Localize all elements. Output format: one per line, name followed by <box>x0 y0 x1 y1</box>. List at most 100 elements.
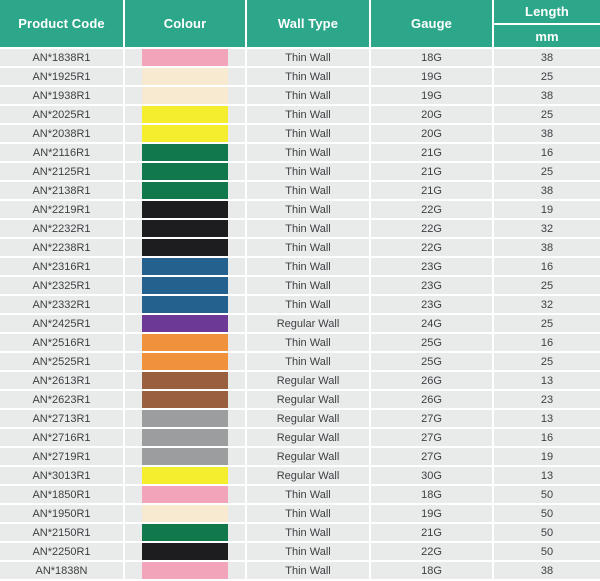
colour-swatch <box>142 277 228 294</box>
table-header-row: Product Code Colour Wall Type Gauge Leng… <box>0 0 600 47</box>
table-row: AN*2623R1 Regular Wall 26G 23 <box>0 391 600 408</box>
length-cell: 16 <box>494 334 600 351</box>
table-row: AN*2325R1 Thin Wall 23G 25 <box>0 277 600 294</box>
colour-cell <box>125 106 245 123</box>
gauge-cell: 21G <box>371 144 492 161</box>
colour-swatch <box>142 391 228 408</box>
product-code-cell: AN*2613R1 <box>0 372 123 389</box>
colour-cell <box>125 353 245 370</box>
wall-type-cell: Thin Wall <box>247 353 369 370</box>
table-row: AN*2125R1 Thin Wall 21G 25 <box>0 163 600 180</box>
header-product-code: Product Code <box>0 0 123 47</box>
length-cell: 13 <box>494 467 600 484</box>
length-cell: 13 <box>494 410 600 427</box>
length-cell: 16 <box>494 429 600 446</box>
wall-type-cell: Thin Wall <box>247 296 369 313</box>
length-cell: 19 <box>494 448 600 465</box>
wall-type-cell: Thin Wall <box>247 562 369 579</box>
product-code-cell: AN*1925R1 <box>0 68 123 85</box>
gauge-cell: 18G <box>371 486 492 503</box>
wall-type-cell: Thin Wall <box>247 49 369 66</box>
length-cell: 19 <box>494 201 600 218</box>
wall-type-cell: Thin Wall <box>247 201 369 218</box>
product-code-cell: AN*2238R1 <box>0 239 123 256</box>
gauge-cell: 20G <box>371 106 492 123</box>
colour-swatch <box>142 201 228 218</box>
gauge-cell: 24G <box>371 315 492 332</box>
colour-cell <box>125 391 245 408</box>
table-row: AN*1838N Thin Wall 18G 38 <box>0 562 600 579</box>
gauge-cell: 19G <box>371 87 492 104</box>
colour-cell <box>125 410 245 427</box>
colour-cell <box>125 467 245 484</box>
wall-type-cell: Regular Wall <box>247 429 369 446</box>
gauge-cell: 23G <box>371 296 492 313</box>
product-code-cell: AN*2525R1 <box>0 353 123 370</box>
colour-swatch <box>142 125 228 142</box>
wall-type-cell: Thin Wall <box>247 277 369 294</box>
length-cell: 50 <box>494 524 600 541</box>
colour-swatch <box>142 562 228 579</box>
colour-cell <box>125 372 245 389</box>
length-cell: 38 <box>494 125 600 142</box>
length-cell: 25 <box>494 277 600 294</box>
colour-swatch <box>142 467 228 484</box>
colour-cell <box>125 486 245 503</box>
gauge-cell: 27G <box>371 429 492 446</box>
header-colour: Colour <box>125 0 245 47</box>
wall-type-cell: Thin Wall <box>247 125 369 142</box>
table-row: AN*2150R1 Thin Wall 21G 50 <box>0 524 600 541</box>
colour-swatch <box>142 429 228 446</box>
colour-swatch <box>142 410 228 427</box>
product-code-cell: AN*1938R1 <box>0 87 123 104</box>
gauge-cell: 22G <box>371 543 492 560</box>
table-row: AN*2713R1 Regular Wall 27G 13 <box>0 410 600 427</box>
colour-cell <box>125 239 245 256</box>
length-cell: 38 <box>494 87 600 104</box>
table-row: AN*2719R1 Regular Wall 27G 19 <box>0 448 600 465</box>
product-code-cell: AN*2232R1 <box>0 220 123 237</box>
wall-type-cell: Regular Wall <box>247 448 369 465</box>
wall-type-cell: Regular Wall <box>247 391 369 408</box>
colour-cell <box>125 49 245 66</box>
wall-type-cell: Thin Wall <box>247 106 369 123</box>
product-code-cell: AN*2025R1 <box>0 106 123 123</box>
wall-type-cell: Thin Wall <box>247 87 369 104</box>
gauge-cell: 27G <box>371 410 492 427</box>
product-code-cell: AN*2325R1 <box>0 277 123 294</box>
length-cell: 16 <box>494 144 600 161</box>
table-row: AN*1925R1 Thin Wall 19G 25 <box>0 68 600 85</box>
wall-type-cell: Thin Wall <box>247 334 369 351</box>
product-code-cell: AN*2713R1 <box>0 410 123 427</box>
length-cell: 23 <box>494 391 600 408</box>
length-cell: 50 <box>494 505 600 522</box>
table-row: AN*2716R1 Regular Wall 27G 16 <box>0 429 600 446</box>
colour-swatch <box>142 144 228 161</box>
product-code-cell: AN*1950R1 <box>0 505 123 522</box>
header-gauge: Gauge <box>371 0 492 47</box>
colour-swatch <box>142 106 228 123</box>
gauge-cell: 18G <box>371 562 492 579</box>
header-length-label: Length <box>525 4 569 19</box>
gauge-cell: 21G <box>371 524 492 541</box>
wall-type-cell: Thin Wall <box>247 163 369 180</box>
gauge-cell: 21G <box>371 163 492 180</box>
table-row: AN*2138R1 Thin Wall 21G 38 <box>0 182 600 199</box>
table-row: AN*2316R1 Thin Wall 23G 16 <box>0 258 600 275</box>
wall-type-cell: Thin Wall <box>247 220 369 237</box>
table-row: AN*2025R1 Thin Wall 20G 25 <box>0 106 600 123</box>
length-cell: 38 <box>494 239 600 256</box>
colour-swatch <box>142 296 228 313</box>
colour-swatch <box>142 505 228 522</box>
product-code-cell: AN*2716R1 <box>0 429 123 446</box>
gauge-cell: 26G <box>371 372 492 389</box>
colour-swatch <box>142 258 228 275</box>
colour-swatch <box>142 49 228 66</box>
product-code-cell: AN*2219R1 <box>0 201 123 218</box>
colour-swatch <box>142 182 228 199</box>
table-body: AN*1838R1 Thin Wall 18G 38 AN*1925R1 Thi… <box>0 47 600 579</box>
colour-swatch <box>142 334 228 351</box>
colour-swatch <box>142 315 228 332</box>
table-row: AN*2219R1 Thin Wall 22G 19 <box>0 201 600 218</box>
